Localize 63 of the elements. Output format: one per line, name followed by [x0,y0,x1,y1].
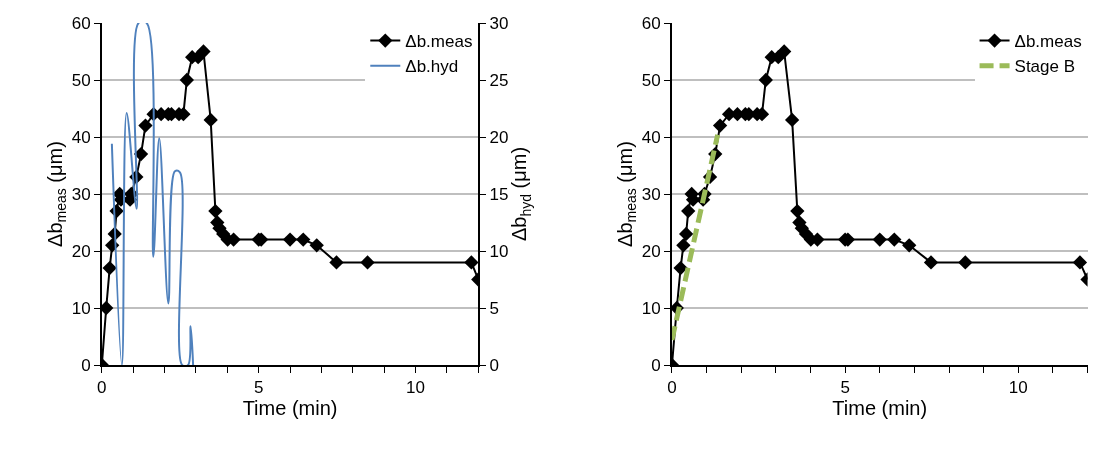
y-tick-label: 10 [641,298,661,318]
line-series [110,23,195,365]
y2-tick-label: 20 [489,127,509,147]
point [464,255,479,270]
point [777,44,792,59]
y2-tick-label: 10 [489,241,509,261]
point [138,118,153,133]
x-tick-label: 0 [97,378,107,398]
legend-label: Stage B [1014,57,1076,77]
point [208,203,223,219]
y-tick-label: 0 [81,355,91,375]
y-tick-label: 50 [71,70,91,90]
y-tick-label: 10 [71,298,91,318]
y-tick-label: 40 [641,127,661,147]
y-tick-label: 0 [651,355,661,375]
y-tick-label: 30 [641,184,661,204]
point [102,260,117,276]
y-tick-label: 50 [641,70,661,90]
point [309,238,324,253]
y-tick-label: 60 [641,13,661,33]
point [872,232,887,247]
point [676,238,691,253]
y-tick-label: 40 [71,127,91,147]
x-axis-title: Time (min) [242,397,338,420]
point [133,146,149,162]
point [712,118,728,133]
x-tick-label: 5 [840,378,850,398]
point [790,203,805,219]
x-axis-title: Time (min) [832,397,928,420]
point [101,300,114,316]
point [282,232,298,247]
y2-tick-label: 0 [489,355,499,375]
point [784,112,800,128]
point [196,44,211,59]
x-tick-label: 10 [1008,378,1028,398]
x-tick-label: 5 [253,378,264,398]
y-tick-label: 20 [641,241,661,261]
point [179,72,194,88]
point [923,255,939,270]
point [203,112,218,128]
point [1072,255,1088,270]
x-tick-label: 0 [667,378,677,398]
legend-label: Δb.meas [405,32,473,52]
y2-tick-label: 15 [489,184,509,204]
y2-tick-label: 25 [489,70,509,90]
point [678,226,694,242]
y2-tick-label: 30 [489,13,509,33]
y-tick-label: 30 [71,184,91,204]
legend-label: Δb.meas [1014,32,1082,52]
y-tick-label: 20 [71,241,91,261]
point [329,255,344,270]
legend-label: Δb.hyd [405,57,459,77]
y-tick-label: 60 [71,13,91,33]
point [360,255,375,270]
point [673,260,688,276]
point [902,238,917,253]
point [296,232,311,247]
point [758,72,773,88]
x-tick-label: 10 [406,378,425,398]
point [958,255,973,270]
y2-tick-label: 5 [489,298,499,318]
point [887,232,902,247]
point [681,203,696,219]
